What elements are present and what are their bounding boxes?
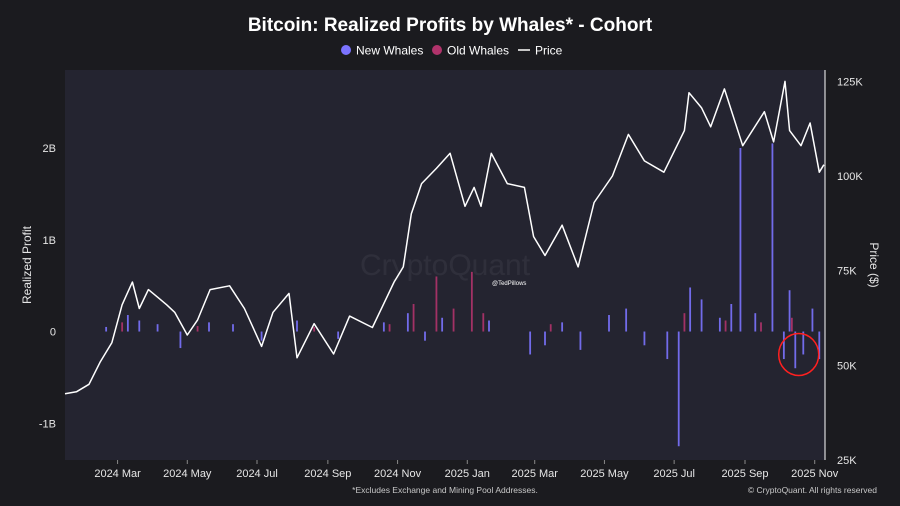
- new-whales-bar: [232, 324, 234, 332]
- old-whales-bar: [196, 326, 199, 332]
- left-tick-label: 0: [50, 327, 56, 339]
- old-whales-bar: [388, 324, 391, 332]
- new-whales-bar: [802, 331, 805, 355]
- old-whales-bar: [435, 276, 438, 332]
- x-tick-label: 2025 Jan: [445, 468, 490, 480]
- new-whales-bar: [677, 331, 680, 447]
- new-whales-bar: [126, 315, 129, 332]
- x-tick-label: 2025 May: [580, 468, 629, 480]
- new-whales-bar: [105, 326, 108, 332]
- old-whales-bar: [760, 322, 762, 332]
- price-line: [64, 80, 825, 395]
- left-tick-label: 1B: [43, 235, 56, 247]
- watermark: CryptoQuant: [360, 249, 531, 282]
- left-tick-label: 2B: [43, 143, 56, 155]
- left-tick-label: -1B: [39, 418, 56, 430]
- x-tick-label: 2024 Jul: [236, 468, 278, 480]
- new-whales-bar: [718, 317, 721, 332]
- copyright: © CryptoQuant. All rights reserved: [748, 485, 877, 495]
- new-whales-bar: [406, 313, 409, 332]
- price-series: [64, 80, 825, 395]
- new-whales-bar: [625, 308, 628, 332]
- new-whales-series: [105, 143, 821, 447]
- right-axis-title: Price ($): [867, 242, 881, 287]
- new-whales-bar: [441, 317, 444, 332]
- x-tick-label: 2025 Mar: [511, 468, 558, 480]
- annotation-layer: [777, 332, 820, 377]
- new-whales-bar: [561, 322, 564, 332]
- new-whales-bar: [488, 320, 490, 332]
- x-tick-label: 2025 Sep: [721, 468, 768, 480]
- new-whales-bar: [544, 331, 546, 346]
- new-whales-bar: [156, 324, 159, 332]
- plot-area: [65, 70, 825, 460]
- left-axis-title: Realized Profit: [20, 225, 34, 304]
- old-whales-bar: [549, 324, 552, 332]
- new-whales-bar: [788, 290, 791, 332]
- old-whales-bar: [452, 308, 455, 332]
- x-tick-label: 2024 Nov: [374, 468, 422, 480]
- new-whales-bar: [689, 287, 692, 332]
- right-tick-label: 75K: [837, 266, 857, 278]
- legend-label-price: Price: [535, 44, 563, 58]
- new-whales-bar: [208, 322, 210, 332]
- x-tick-label: 2024 Mar: [94, 468, 141, 480]
- legend-marker-new-whales: [341, 45, 351, 55]
- new-whales-bar: [754, 313, 757, 332]
- new-whales-bar: [643, 331, 646, 346]
- right-tick-label: 50K: [837, 360, 857, 372]
- new-whales-bar: [579, 331, 582, 350]
- old-whales-bar: [790, 317, 793, 332]
- old-whales-bar: [482, 313, 485, 332]
- legend-label-old-whales: Old Whales: [447, 44, 509, 58]
- x-tick-label: 2025 Nov: [791, 468, 839, 480]
- new-whales-bar: [818, 331, 821, 360]
- right-tick-label: 125K: [837, 76, 863, 88]
- new-whales-bar: [782, 331, 785, 360]
- new-whales-bar: [296, 320, 298, 332]
- chart-title: Bitcoin: Realized Profits by Whales* - C…: [248, 15, 653, 36]
- x-axis: 2024 Mar 2024 May 2024 Jul 2024 Sep 2024 Nov…: [94, 460, 839, 480]
- right-axis: 125K 100K 75K 50K 25K: [824, 70, 863, 467]
- new-whales-bar: [730, 304, 733, 332]
- author-handle: @TedPillows: [492, 281, 526, 287]
- new-whales-bar: [529, 331, 532, 355]
- x-tick-label: 2024 Sep: [304, 468, 351, 480]
- left-axis: 2B 1B 0 -1B: [39, 143, 56, 430]
- new-whales-bar: [424, 331, 426, 341]
- x-tick-label: 2024 May: [163, 468, 212, 480]
- new-whales-bar: [138, 320, 141, 332]
- old-whales-bar: [313, 326, 316, 332]
- right-tick-label: 100K: [837, 171, 863, 183]
- new-whales-bar: [739, 148, 742, 332]
- legend-marker-old-whales: [432, 45, 442, 55]
- new-whales-bar: [666, 331, 669, 360]
- highlight-circle: [777, 332, 820, 377]
- new-whales-bar: [811, 308, 814, 332]
- old-whales-bar: [683, 313, 686, 332]
- new-whales-bar: [608, 315, 610, 332]
- new-whales-bar: [260, 331, 263, 341]
- new-whales-bar: [771, 143, 774, 332]
- new-whales-bar: [382, 322, 385, 332]
- old-whales-bar: [470, 271, 473, 332]
- old-whales-bar: [724, 320, 727, 332]
- right-tick-label: 25K: [837, 455, 857, 467]
- new-whales-bar: [700, 299, 703, 332]
- new-whales-bar: [794, 331, 797, 369]
- x-tick-label: 2025 Jul: [653, 468, 695, 480]
- legend: New Whales Old Whales Price: [341, 44, 563, 58]
- old-whales-bar: [412, 304, 415, 332]
- legend-label-new-whales: New Whales: [356, 44, 423, 58]
- footnote: *Excludes Exchange and Mining Pool Addre…: [352, 485, 538, 495]
- new-whales-bar: [337, 331, 340, 339]
- new-whales-bar: [179, 331, 182, 349]
- old-whales-series: [121, 271, 793, 332]
- old-whales-bar: [121, 322, 124, 332]
